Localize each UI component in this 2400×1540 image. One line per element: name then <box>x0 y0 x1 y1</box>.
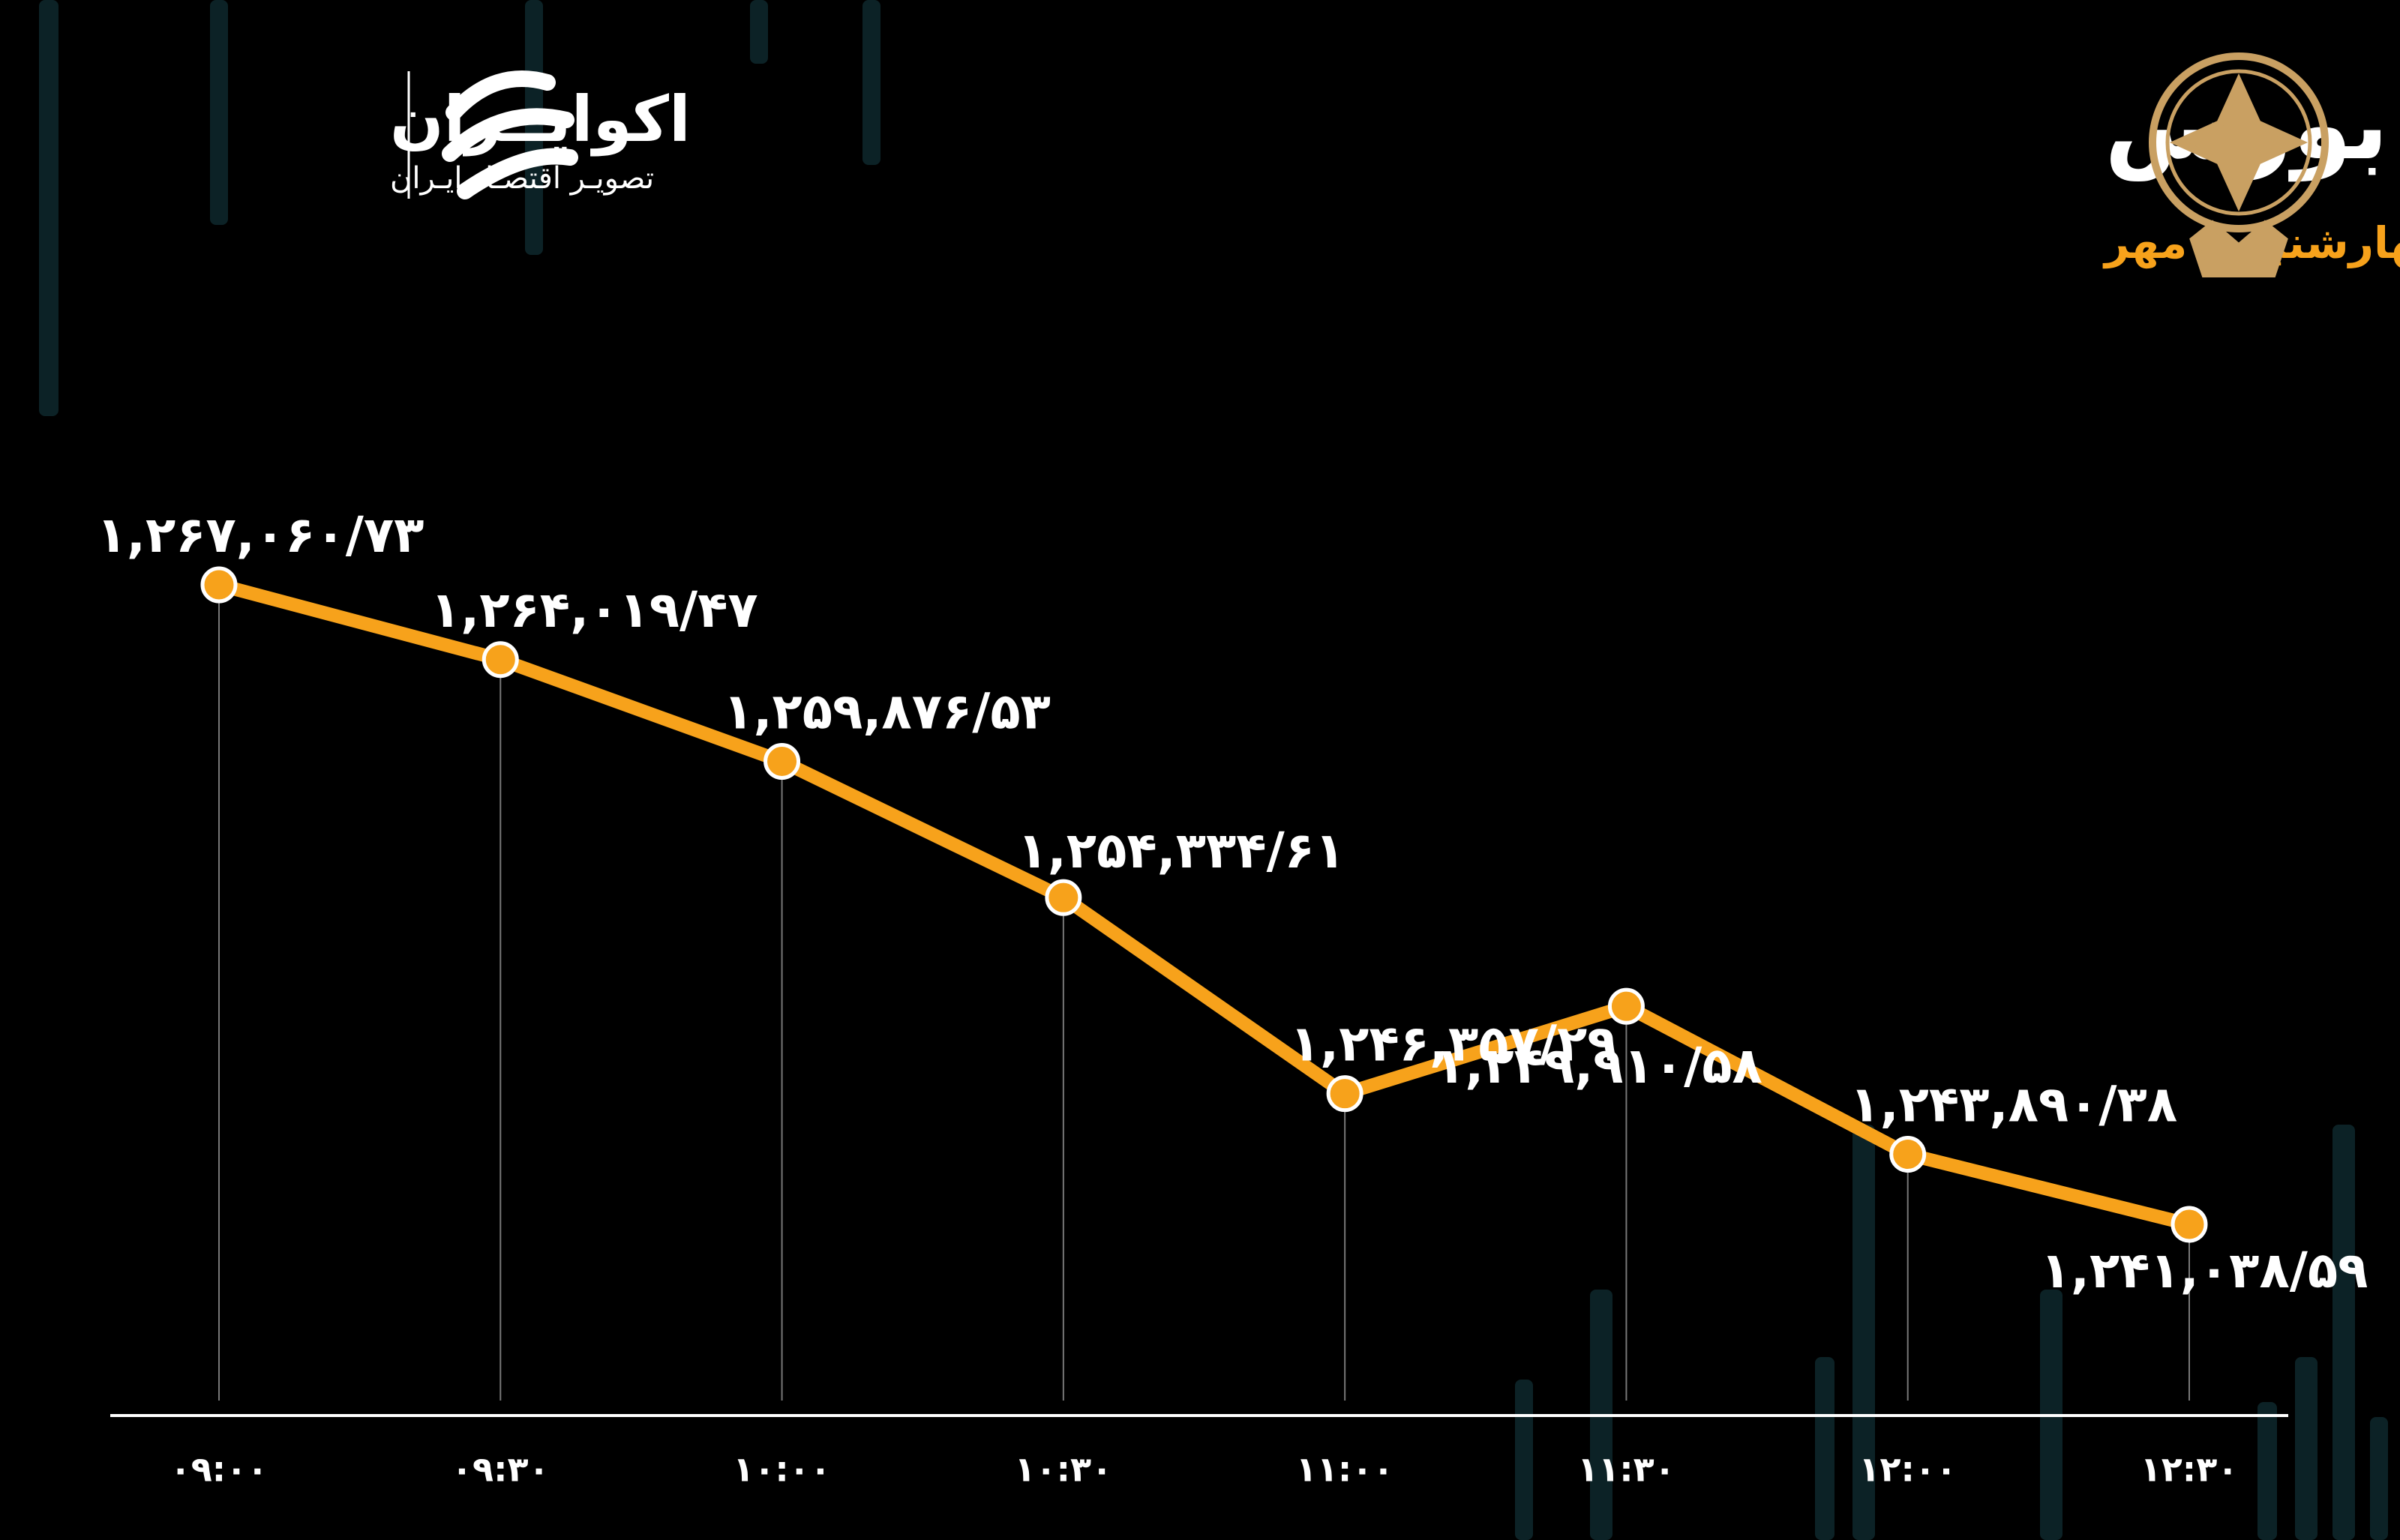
x-tick-label: ۱۱:۰۰ <box>1296 1449 1394 1490</box>
x-tick-label: ۰۹:۰۰ <box>170 1449 268 1490</box>
data-point <box>1889 1136 1927 1173</box>
data-label: ۱,۲۶۷,۰۶۰/۷۳ <box>97 506 424 564</box>
brand-tagline: تصویـر اقتصـاد ایـران <box>390 161 654 196</box>
data-point <box>1045 879 1082 916</box>
data-label: ۱,۲۵۴,۳۳۴/۶۱ <box>1017 822 1345 879</box>
x-tick-label: ۱۲:۳۰ <box>2140 1449 2239 1490</box>
data-label: ۱,۲۴۹,۹۱۰/۵۸ <box>1435 1037 1762 1095</box>
x-tick-label: ۱۰:۳۰ <box>1015 1449 1113 1490</box>
data-label: ۱,۲۴۱,۰۳۸/۵۹ <box>2041 1242 2368 1299</box>
data-label: ۱,۲۶۴,۰۱۹/۴۷ <box>430 581 758 639</box>
data-label: ۱,۲۴۶,۳۵۷/۲۹ <box>1290 1015 1618 1073</box>
brand-name: اکوایــران <box>390 82 691 157</box>
x-tick-label: ۱۲:۰۰ <box>1858 1449 1957 1490</box>
data-point <box>1607 987 1645 1025</box>
data-point <box>200 566 238 604</box>
brand-logo <box>442 70 578 199</box>
data-point <box>482 641 519 679</box>
data-label: ۱,۲۵۹,۸۷۶/۵۳ <box>723 683 1051 741</box>
exchange-emblem <box>2149 52 2329 277</box>
data-label: ۱,۲۴۳,۸۹۰/۳۸ <box>1850 1076 2177 1134</box>
data-point <box>764 742 801 780</box>
data-point <box>1326 1075 1364 1113</box>
data-point <box>2170 1206 2208 1243</box>
x-tick-label: ۰۹:۳۰ <box>452 1449 550 1490</box>
x-tick-label: ۱۱:۳۰ <box>1577 1449 1676 1490</box>
series-line <box>217 578 2192 1231</box>
x-tick-label: ۱۰:۰۰ <box>733 1449 831 1490</box>
background-candles <box>39 0 2388 1540</box>
